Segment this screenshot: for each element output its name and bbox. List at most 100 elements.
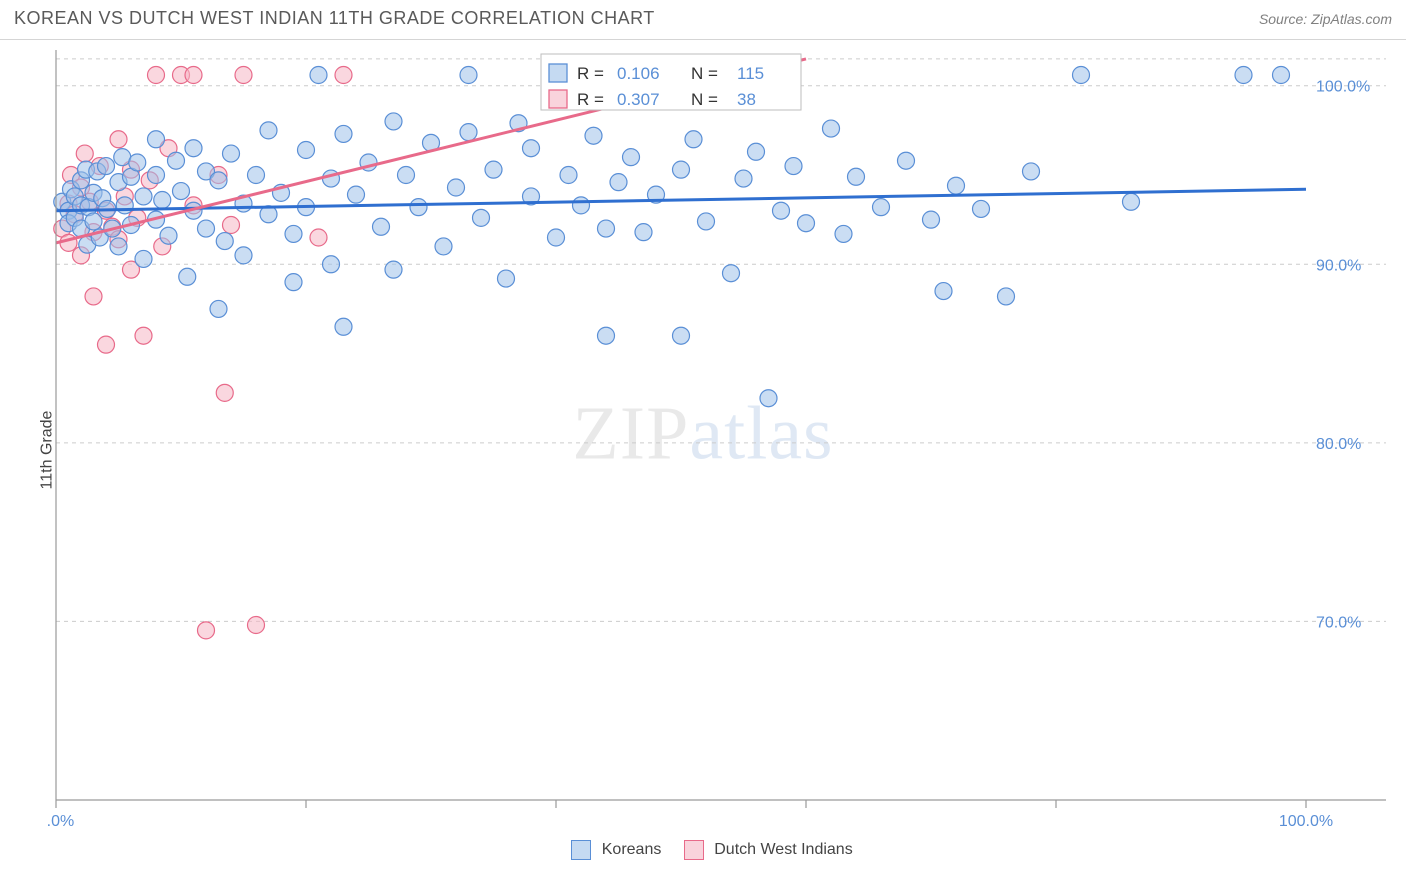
legend-swatch-blue bbox=[571, 840, 591, 860]
data-point-korean bbox=[560, 167, 577, 184]
data-point-dutch bbox=[135, 327, 152, 344]
data-point-korean bbox=[110, 238, 127, 255]
data-point-korean bbox=[1123, 193, 1140, 210]
data-point-korean bbox=[473, 209, 490, 226]
data-point-korean bbox=[673, 161, 690, 178]
data-point-korean bbox=[129, 154, 146, 171]
data-point-dutch bbox=[310, 229, 327, 246]
data-point-korean bbox=[135, 188, 152, 205]
data-point-dutch bbox=[98, 336, 115, 353]
data-point-korean bbox=[285, 274, 302, 291]
data-point-korean bbox=[148, 131, 165, 148]
data-point-dutch bbox=[76, 145, 93, 162]
svg-text:70.0%: 70.0% bbox=[1316, 614, 1361, 631]
svg-text:100.0%: 100.0% bbox=[1279, 813, 1333, 830]
data-point-korean bbox=[460, 124, 477, 141]
data-point-korean bbox=[85, 213, 102, 230]
data-point-korean bbox=[185, 140, 202, 157]
data-point-dutch bbox=[185, 67, 202, 84]
data-point-korean bbox=[835, 225, 852, 242]
scatter-chart: 70.0% 80.0% 90.0% 100.0% 0.0% 100.0% R = 0.10… bbox=[46, 40, 1396, 860]
data-point-korean bbox=[148, 167, 165, 184]
data-point-korean bbox=[323, 256, 340, 273]
legend-label-koreans: Koreans bbox=[602, 841, 662, 858]
data-point-korean bbox=[948, 177, 965, 194]
stats-swatch bbox=[549, 90, 567, 108]
data-point-korean bbox=[773, 202, 790, 219]
data-point-korean bbox=[735, 170, 752, 187]
data-point-korean bbox=[673, 327, 690, 344]
data-point-korean bbox=[585, 127, 602, 144]
source-label: Source: ZipAtlas.com bbox=[1259, 11, 1392, 27]
svg-text:N =: N = bbox=[691, 90, 718, 109]
svg-text:0.0%: 0.0% bbox=[46, 813, 74, 830]
data-point-korean bbox=[635, 224, 652, 241]
data-point-korean bbox=[998, 288, 1015, 305]
data-point-korean bbox=[1235, 67, 1252, 84]
data-point-korean bbox=[98, 158, 115, 175]
data-point-korean bbox=[1273, 67, 1290, 84]
data-point-korean bbox=[573, 197, 590, 214]
data-point-korean bbox=[498, 270, 515, 287]
svg-text:115: 115 bbox=[737, 64, 764, 83]
data-point-korean bbox=[223, 145, 240, 162]
data-point-korean bbox=[310, 67, 327, 84]
data-point-dutch bbox=[85, 288, 102, 305]
data-point-korean bbox=[435, 238, 452, 255]
data-point-korean bbox=[898, 152, 915, 169]
data-point-korean bbox=[823, 120, 840, 137]
data-point-korean bbox=[485, 161, 502, 178]
data-point-korean bbox=[210, 300, 227, 317]
data-point-korean bbox=[235, 247, 252, 264]
data-point-korean bbox=[335, 318, 352, 335]
data-point-dutch bbox=[198, 622, 215, 639]
data-point-dutch bbox=[110, 131, 127, 148]
data-point-korean bbox=[785, 158, 802, 175]
data-point-korean bbox=[460, 67, 477, 84]
data-point-korean bbox=[398, 167, 415, 184]
stats-swatch bbox=[549, 64, 567, 82]
data-point-korean bbox=[373, 218, 390, 235]
data-point-korean bbox=[598, 220, 615, 237]
data-point-korean bbox=[210, 172, 227, 189]
data-point-dutch bbox=[335, 67, 352, 84]
data-point-dutch bbox=[235, 67, 252, 84]
svg-text:38: 38 bbox=[737, 90, 756, 109]
data-point-korean bbox=[116, 197, 133, 214]
svg-text:N =: N = bbox=[691, 64, 718, 83]
data-point-korean bbox=[598, 327, 615, 344]
data-point-korean bbox=[973, 200, 990, 217]
data-point-dutch bbox=[148, 67, 165, 84]
data-point-korean bbox=[179, 268, 196, 285]
svg-text:0.106: 0.106 bbox=[617, 64, 660, 83]
data-point-korean bbox=[260, 122, 277, 139]
svg-text:100.0%: 100.0% bbox=[1316, 79, 1370, 96]
data-point-korean bbox=[285, 225, 302, 242]
data-point-dutch bbox=[216, 384, 233, 401]
data-point-korean bbox=[385, 261, 402, 278]
data-point-korean bbox=[348, 186, 365, 203]
data-point-korean bbox=[723, 265, 740, 282]
data-point-korean bbox=[935, 283, 952, 300]
data-point-korean bbox=[448, 179, 465, 196]
data-point-korean bbox=[135, 250, 152, 267]
data-point-korean bbox=[798, 215, 815, 232]
svg-text:90.0%: 90.0% bbox=[1316, 257, 1361, 274]
svg-text:0.307: 0.307 bbox=[617, 90, 660, 109]
data-point-korean bbox=[685, 131, 702, 148]
data-point-korean bbox=[760, 390, 777, 407]
data-point-korean bbox=[335, 125, 352, 142]
data-point-dutch bbox=[248, 617, 265, 634]
data-point-korean bbox=[173, 183, 190, 200]
data-point-korean bbox=[410, 199, 427, 216]
data-point-korean bbox=[1073, 67, 1090, 84]
data-point-korean bbox=[623, 149, 640, 166]
svg-text:R =: R = bbox=[577, 90, 604, 109]
data-point-korean bbox=[873, 199, 890, 216]
data-point-korean bbox=[748, 143, 765, 160]
svg-text:80.0%: 80.0% bbox=[1316, 436, 1361, 453]
data-point-korean bbox=[160, 227, 177, 244]
data-point-korean bbox=[216, 233, 233, 250]
legend-label-dutch: Dutch West Indians bbox=[714, 841, 852, 858]
data-point-korean bbox=[923, 211, 940, 228]
